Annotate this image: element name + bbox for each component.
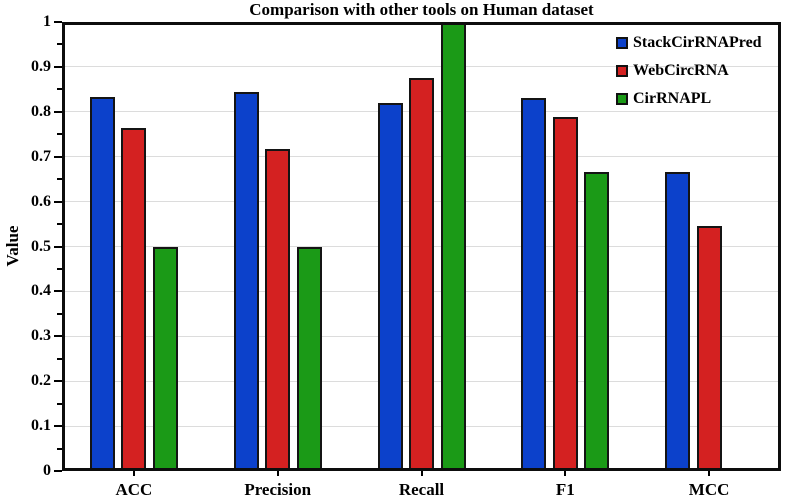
legend-swatch-icon bbox=[616, 65, 628, 77]
y-axis-major-tick bbox=[54, 470, 62, 472]
y-tick-label: 0.7 bbox=[31, 147, 51, 165]
bar-cirrnapl-f1 bbox=[584, 171, 610, 471]
x-tick-label: Recall bbox=[398, 480, 445, 499]
y-axis-minor-tick bbox=[57, 223, 62, 226]
y-tick-label: 0 bbox=[43, 462, 51, 479]
bar-stackcirrnapred-acc bbox=[89, 96, 115, 471]
x-axis-tick bbox=[564, 471, 567, 476]
bar-webcircrna-mcc bbox=[696, 226, 722, 471]
legend: StackCirRNAPred WebCircRNA CirRNAPL bbox=[616, 34, 762, 118]
legend-item-label: CirRNAPL bbox=[633, 90, 712, 107]
legend-swatch-icon bbox=[616, 37, 628, 49]
bar-cirrnapl-acc bbox=[152, 246, 178, 471]
x-axis-tick bbox=[708, 471, 711, 476]
y-axis-minor-tick bbox=[57, 312, 62, 315]
y-tick-label: 0.4 bbox=[31, 282, 51, 300]
y-tick-label: 0.9 bbox=[31, 57, 51, 75]
chart-title: Comparison with other tools on Human dat… bbox=[249, 0, 594, 19]
bar-webcircrna-recall bbox=[409, 78, 434, 471]
y-axis-minor-tick bbox=[57, 357, 62, 360]
bar-webcircrna-precision bbox=[265, 148, 291, 471]
legend-item-stackcirrnapred: StackCirRNAPred bbox=[616, 34, 762, 52]
y-axis-minor-tick bbox=[57, 178, 62, 181]
y-axis-major-tick bbox=[54, 65, 62, 68]
y-tick-label: 0.6 bbox=[31, 192, 51, 210]
y-axis-major-tick bbox=[54, 335, 62, 338]
x-tick-label: F1 bbox=[555, 480, 575, 499]
y-axis-minor-tick bbox=[57, 267, 62, 270]
y-tick-label: 0.5 bbox=[31, 237, 51, 255]
bar-cirrnapl-recall bbox=[440, 22, 466, 471]
bar-stackcirrnapred-f1 bbox=[521, 97, 547, 471]
x-axis-tick bbox=[132, 471, 135, 476]
x-axis-tick bbox=[276, 471, 279, 476]
y-axis-major-tick bbox=[54, 21, 62, 23]
x-tick-label: ACC bbox=[115, 480, 153, 499]
y-axis-major-tick bbox=[54, 380, 62, 383]
legend-item-label: StackCirRNAPred bbox=[633, 34, 762, 51]
bar-webcircrna-acc bbox=[121, 127, 147, 471]
bar-stackcirrnapred-recall bbox=[377, 102, 403, 471]
y-tick-label: 0.2 bbox=[31, 372, 51, 390]
y-axis-major-tick bbox=[54, 200, 62, 203]
y-axis-major-tick bbox=[54, 290, 62, 293]
y-axis-major-tick bbox=[54, 110, 62, 113]
y-axis-minor-tick bbox=[57, 133, 62, 136]
bar-stackcirrnapred-precision bbox=[233, 92, 259, 471]
x-axis-tick bbox=[420, 471, 423, 476]
bar-cirrnapl-precision bbox=[296, 246, 322, 471]
x-tick-label: Precision bbox=[244, 480, 312, 499]
y-axis-minor-tick bbox=[57, 402, 62, 405]
legend-item-label: WebCircRNA bbox=[633, 62, 729, 79]
legend-swatch-icon bbox=[616, 93, 628, 105]
x-tick-label: MCC bbox=[688, 480, 730, 499]
y-axis-minor-tick bbox=[57, 43, 62, 46]
y-tick-label: 1 bbox=[43, 13, 51, 30]
y-gridline bbox=[62, 66, 781, 68]
y-axis-major-tick bbox=[54, 245, 62, 248]
y-axis-minor-tick bbox=[57, 88, 62, 91]
y-axis-minor-tick bbox=[57, 447, 62, 450]
y-tick-label: 0.3 bbox=[31, 327, 51, 345]
y-axis-major-tick bbox=[54, 155, 62, 158]
bar-stackcirrnapred-mcc bbox=[665, 172, 691, 471]
legend-item-webcircrna: WebCircRNA bbox=[616, 62, 762, 80]
bar-webcircrna-f1 bbox=[552, 116, 578, 471]
y-axis-major-tick bbox=[54, 425, 62, 428]
legend-item-cirrnapl: CirRNAPL bbox=[616, 90, 762, 108]
y-tick-label: 0.1 bbox=[31, 417, 51, 435]
y-tick-label: 0.8 bbox=[31, 102, 51, 120]
